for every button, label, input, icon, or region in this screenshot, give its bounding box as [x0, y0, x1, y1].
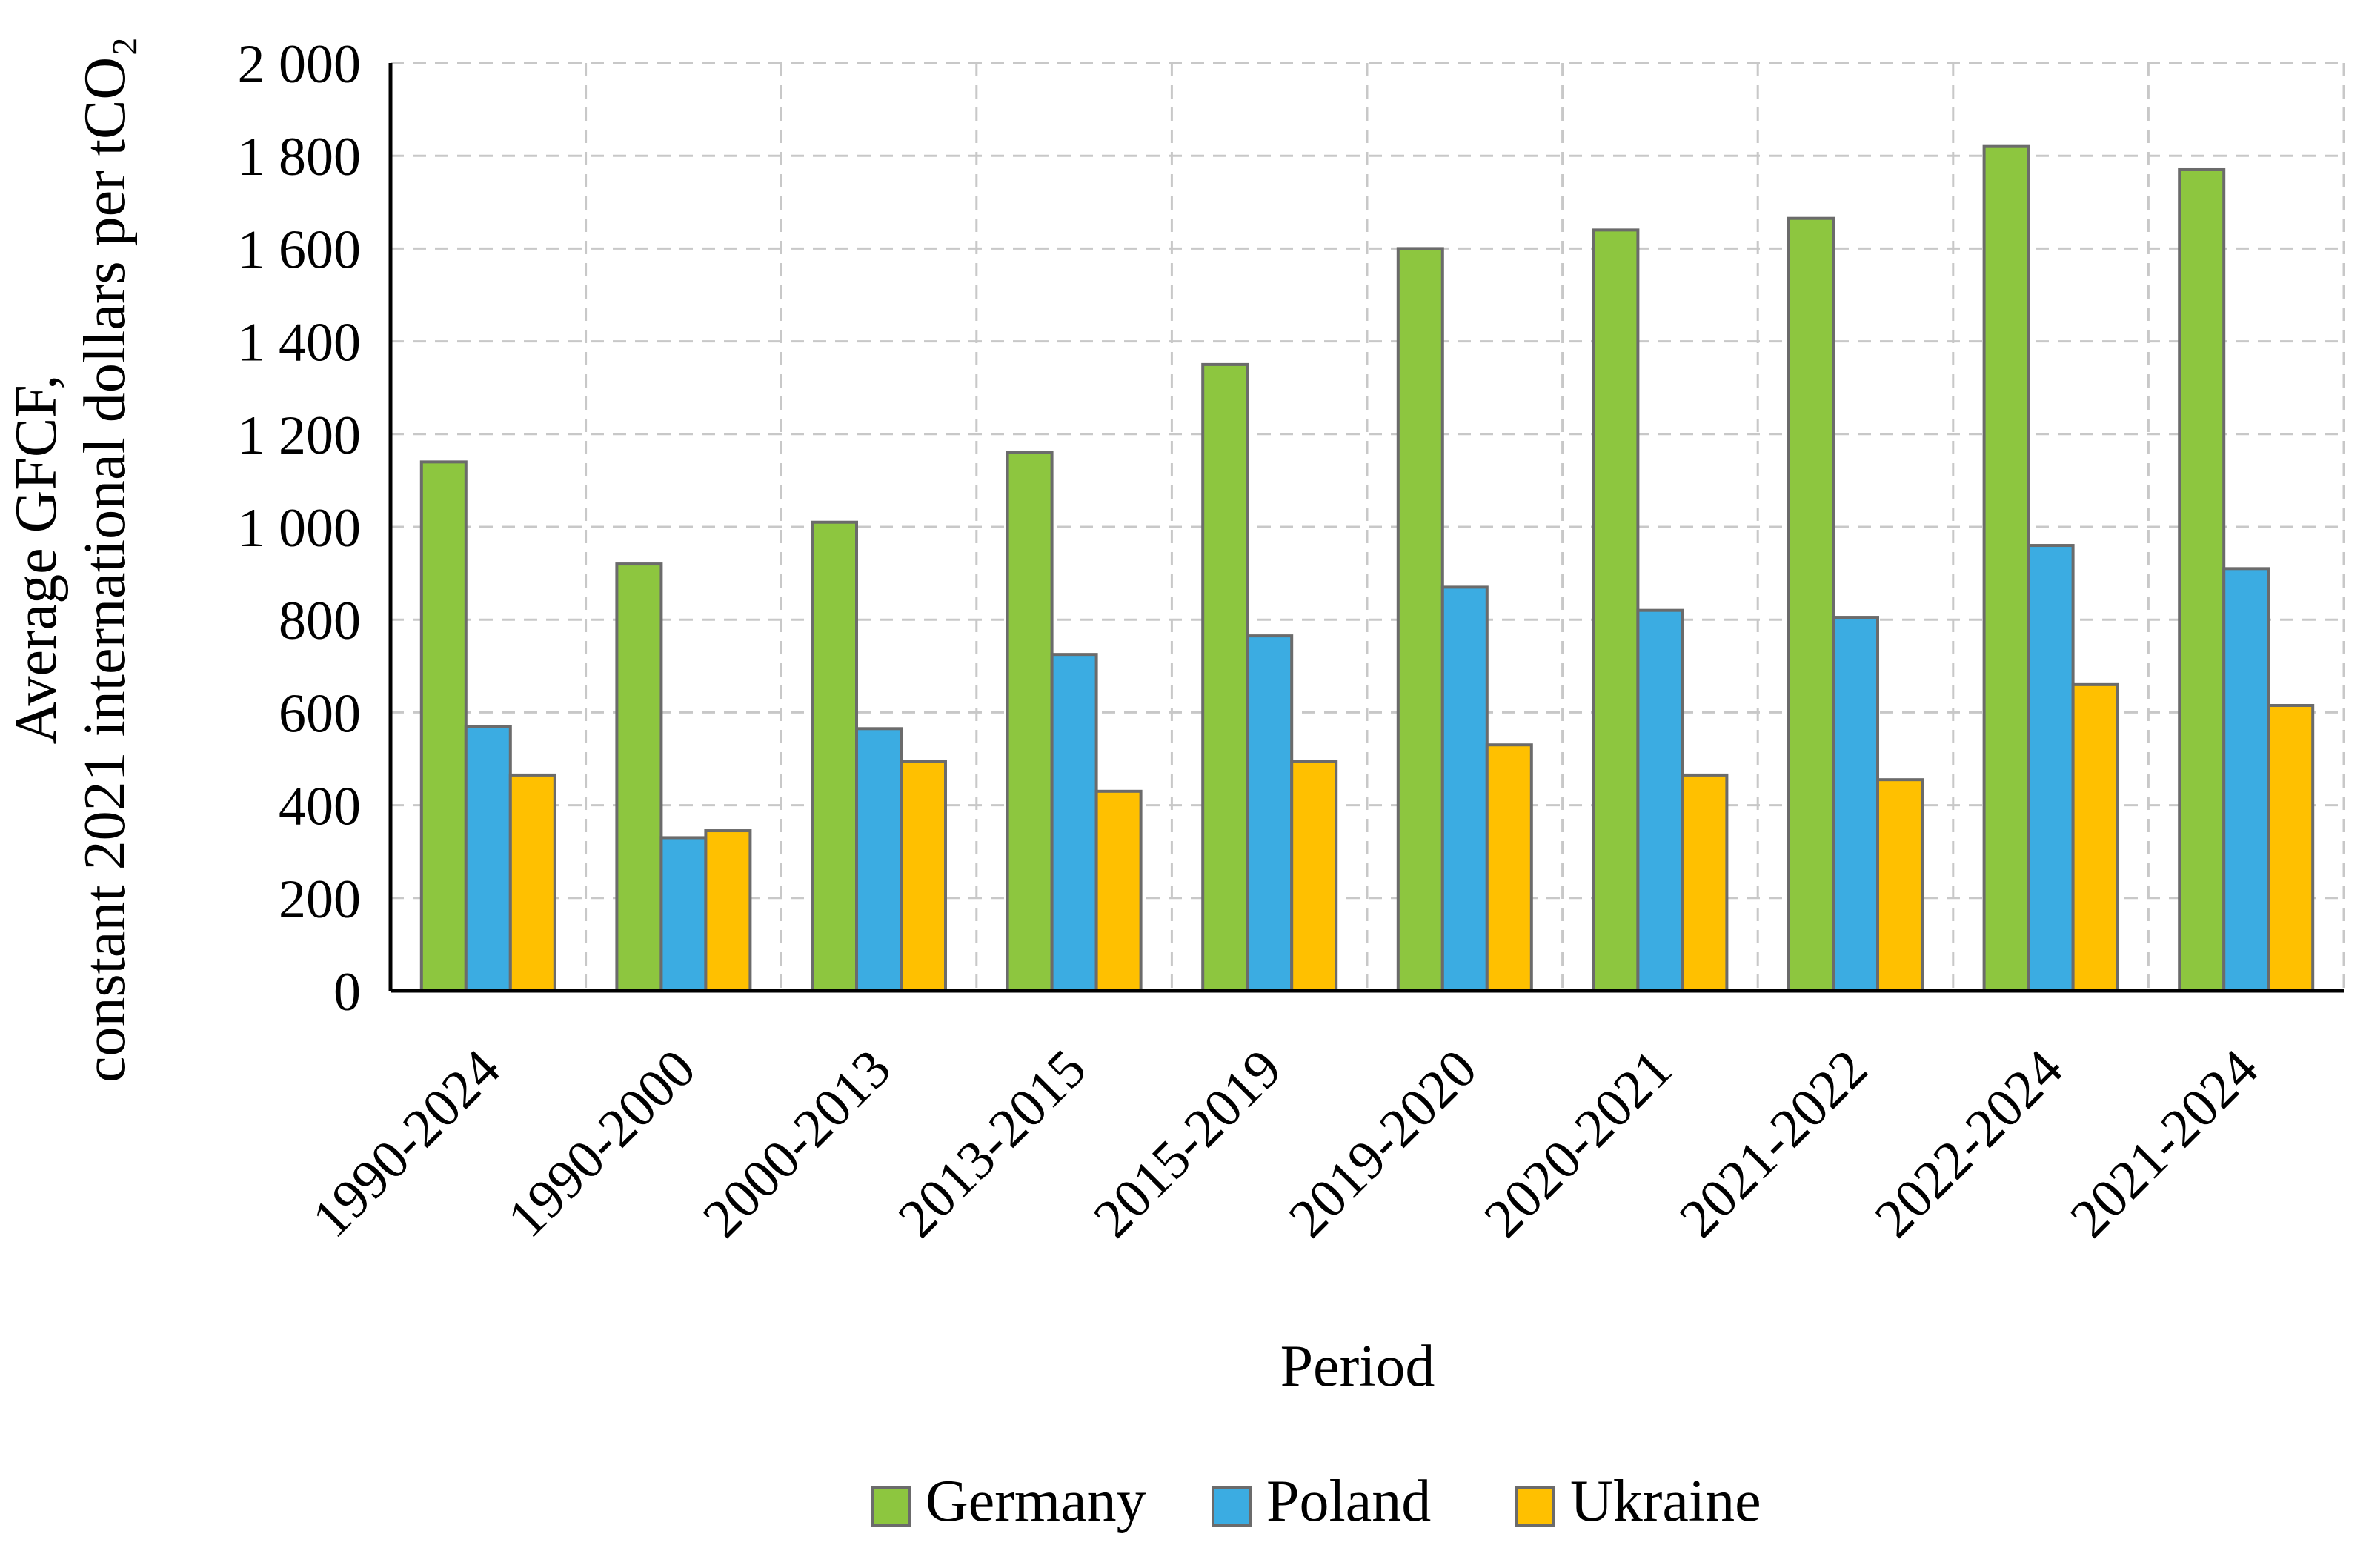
bar-ukraine-2019-2020: [1485, 743, 1533, 992]
bar-poland-2019-2020: [1440, 585, 1489, 992]
legend-item-germany: Germany: [871, 1469, 1146, 1534]
y-tick-label: 400: [279, 777, 361, 837]
bar-ukraine-2000-2013: [900, 760, 947, 992]
x-tick-label: 2019-2020: [1277, 1038, 1489, 1249]
x-tick-label: 2021-2022: [1668, 1038, 1879, 1249]
bar-ukraine-2021-2024: [2267, 704, 2315, 992]
axis-layer: [388, 63, 2344, 993]
legend-label: Ukraine: [1570, 1469, 1761, 1534]
x-tick-label: 1990-2000: [496, 1038, 708, 1249]
y-axis-title-line1: Average GFCF,: [4, 375, 69, 745]
bar-ukraine-2021-2022: [1876, 778, 1924, 993]
legend-swatch-ukraine: [1515, 1486, 1555, 1527]
x-tick-label: 2015-2019: [1082, 1038, 1293, 1249]
legend-swatch-poland: [1212, 1486, 1252, 1527]
bar-ukraine-2022-2024: [2071, 682, 2119, 993]
legend-item-ukraine: Ukraine: [1515, 1469, 1761, 1534]
legend: Germany Poland Ukraine: [871, 1469, 1761, 1534]
y-tick-label: 2 000: [238, 34, 362, 95]
legend-label: Germany: [926, 1469, 1146, 1534]
bars-layer: [419, 144, 2315, 993]
bar-germany-2022-2024: [1982, 144, 2030, 992]
bar-germany-2015-2019: [1201, 362, 1249, 992]
x-tick-label: 1990-2024: [301, 1038, 512, 1249]
x-tick-labels: 1990-20241990-20002000-20132013-20152015…: [301, 1038, 2270, 1249]
x-tick-label: 2022-2024: [1864, 1038, 2075, 1249]
bar-germany-2019-2020: [1396, 247, 1444, 992]
y-tick-label: 1 200: [238, 405, 362, 466]
bar-ukraine-2020-2021: [1681, 773, 1729, 993]
bar-poland-2013-2015: [1050, 653, 1098, 993]
x-tick-label: 2000-2013: [691, 1038, 903, 1249]
bar-germany-2013-2015: [1006, 451, 1054, 992]
y-tick-label: 0: [333, 962, 361, 1023]
bar-poland-2000-2013: [855, 727, 903, 992]
x-tick-label: 2021-2024: [2058, 1038, 2270, 1249]
x-tick-label: 2020-2021: [1473, 1038, 1684, 1249]
y-axis-title-line2: constant 2021 international dollars per …: [73, 36, 138, 1083]
y-tick-label: 800: [279, 591, 361, 651]
bar-ukraine-2015-2019: [1290, 760, 1338, 992]
bar-germany-2021-2022: [1787, 216, 1835, 993]
x-tick-label: 2013-2015: [887, 1038, 1098, 1249]
y-tick-label: 1 000: [238, 498, 362, 559]
bar-germany-2000-2013: [811, 520, 858, 992]
legend-swatch-germany: [871, 1486, 911, 1527]
x-axis-title: Period: [1280, 1334, 1435, 1399]
bar-poland-2015-2019: [1246, 634, 1294, 992]
bar-ukraine-1990-2000: [704, 829, 752, 993]
bar-poland-2022-2024: [2027, 544, 2075, 992]
y-tick-labels: 0 200 400 600 800 1 000 1 200 1 400 1 600 1 800 2 …: [238, 34, 362, 1023]
y-tick-label: 200: [279, 869, 361, 930]
bar-ukraine-2013-2015: [1094, 789, 1143, 992]
y-tick-label: 1 600: [238, 219, 362, 280]
bar-ukraine-1990-2024: [508, 773, 556, 993]
bar-poland-1990-2000: [659, 836, 708, 993]
y-tick-label: 1 400: [238, 313, 362, 373]
y-tick-label: 600: [279, 683, 361, 744]
bar-poland-2020-2021: [1636, 608, 1684, 992]
bar-poland-2021-2022: [1832, 616, 1879, 992]
bar-poland-1990-2024: [464, 725, 512, 992]
y-tick-label: 1 800: [238, 127, 362, 187]
bar-germany-1990-2024: [419, 460, 468, 992]
legend-label: Poland: [1266, 1469, 1431, 1534]
bar-poland-2021-2024: [2222, 567, 2270, 992]
bar-germany-2021-2024: [2178, 167, 2226, 993]
bar-germany-1990-2000: [615, 562, 663, 992]
bar-germany-2020-2021: [1592, 228, 1640, 992]
legend-item-poland: Poland: [1212, 1469, 1431, 1534]
